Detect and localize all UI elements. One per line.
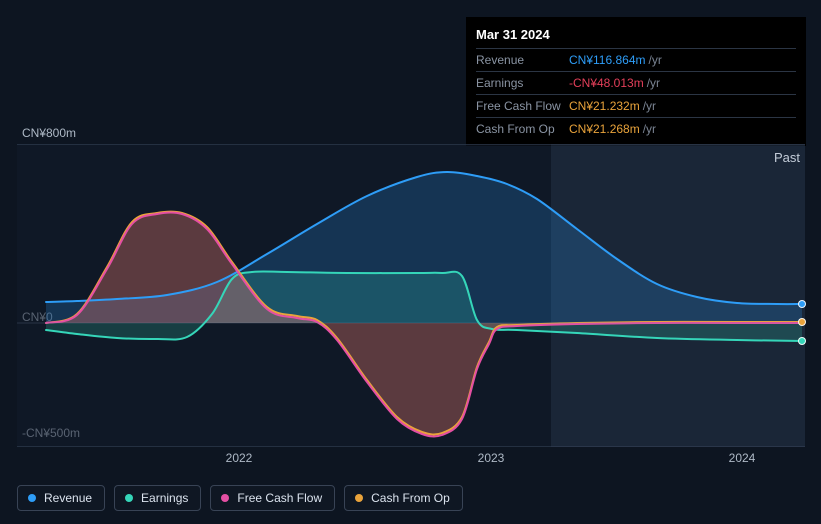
legend-item[interactable]: Earnings (114, 485, 201, 511)
tooltip-row-label: Free Cash Flow (476, 95, 569, 118)
tooltip-date: Mar 31 2024 (476, 23, 796, 48)
tooltip-table: RevenueCN¥116.864m/yrEarnings-CN¥48.013m… (476, 48, 796, 140)
legend-dot-icon (355, 494, 363, 502)
tooltip-row: Cash From OpCN¥21.268m/yr (476, 118, 796, 141)
tooltip-row-value: CN¥21.232m/yr (569, 95, 796, 118)
tooltip-row-value: -CN¥48.013m/yr (569, 72, 796, 95)
legend-dot-icon (125, 494, 133, 502)
legend-label: Earnings (141, 491, 188, 505)
x-axis-label: 2024 (729, 451, 756, 465)
x-axis-label: 2023 (478, 451, 505, 465)
legend-item[interactable]: Revenue (17, 485, 105, 511)
tooltip-row-value: CN¥116.864m/yr (569, 49, 796, 72)
tooltip-row: RevenueCN¥116.864m/yr (476, 49, 796, 72)
series-end-dot (798, 318, 806, 326)
tooltip-row-value: CN¥21.268m/yr (569, 118, 796, 141)
tooltip-row: Free Cash FlowCN¥21.232m/yr (476, 95, 796, 118)
tooltip-row-label: Cash From Op (476, 118, 569, 141)
tooltip-row-label: Earnings (476, 72, 569, 95)
tooltip-box: Mar 31 2024 RevenueCN¥116.864m/yrEarning… (466, 17, 806, 146)
past-label: Past (774, 150, 800, 165)
legend-label: Free Cash Flow (237, 491, 322, 505)
tooltip-row-label: Revenue (476, 49, 569, 72)
legend: Revenue Earnings Free Cash Flow Cash From O… (17, 485, 463, 511)
series-end-dot (798, 337, 806, 345)
legend-label: Cash From Op (371, 491, 450, 505)
legend-item[interactable]: Free Cash Flow (210, 485, 335, 511)
x-axis-label: 2022 (226, 451, 253, 465)
legend-dot-icon (221, 494, 229, 502)
chart-plot (17, 144, 805, 447)
legend-item[interactable]: Cash From Op (344, 485, 463, 511)
chart-container: Mar 31 2024 RevenueCN¥116.864m/yrEarning… (0, 0, 821, 524)
tooltip-row: Earnings-CN¥48.013m/yr (476, 72, 796, 95)
legend-label: Revenue (44, 491, 92, 505)
legend-dot-icon (28, 494, 36, 502)
series-end-dot (798, 300, 806, 308)
y-axis-label: CN¥800m (22, 126, 76, 140)
